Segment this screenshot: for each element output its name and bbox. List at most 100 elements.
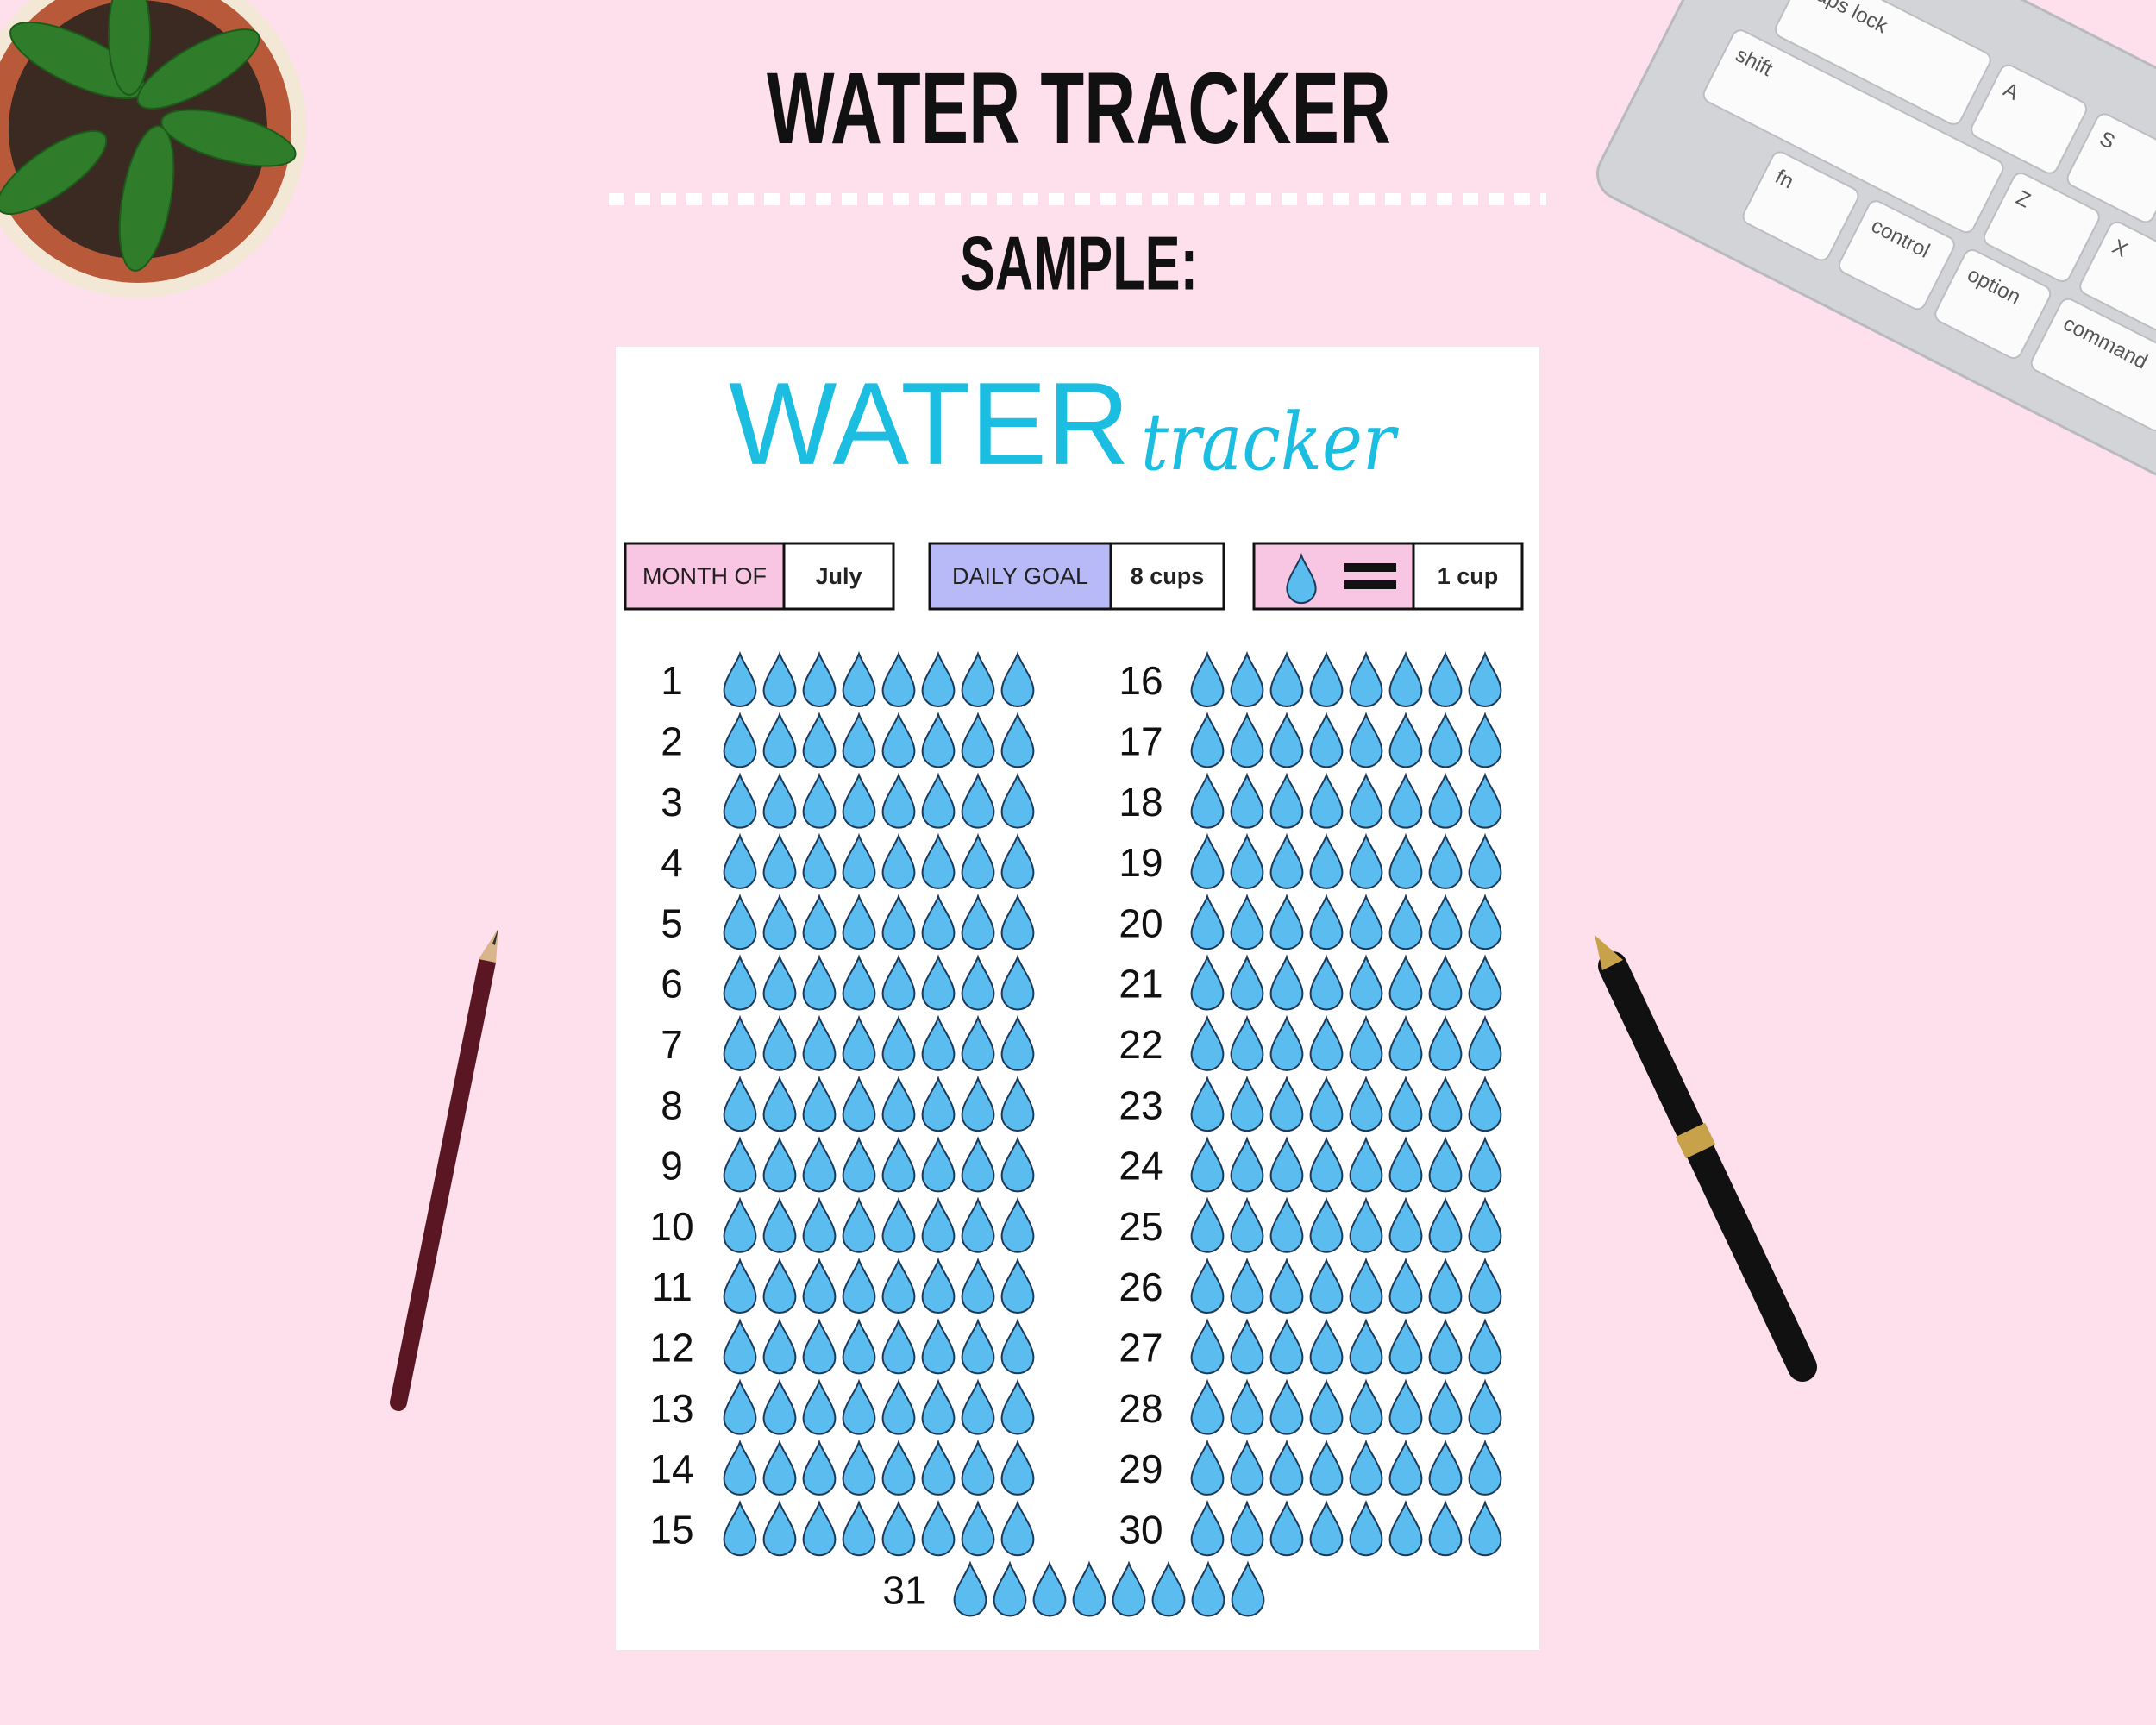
water-drop bbox=[961, 650, 995, 707]
water-drop bbox=[762, 1439, 797, 1496]
water-drop bbox=[961, 894, 995, 950]
water-drop bbox=[1309, 1318, 1344, 1375]
water-drop bbox=[802, 1318, 837, 1375]
water-drop bbox=[1230, 1500, 1264, 1557]
water-drop bbox=[1349, 1196, 1383, 1253]
water-drop bbox=[802, 1014, 837, 1071]
water-drop bbox=[1230, 1378, 1264, 1435]
water-drop bbox=[842, 650, 876, 707]
water-drop bbox=[1468, 650, 1502, 707]
water-drop bbox=[1428, 712, 1463, 768]
water-drop bbox=[723, 1318, 757, 1375]
water-drop bbox=[1000, 1014, 1035, 1071]
day-number: 26 bbox=[1119, 1264, 1163, 1309]
day-number: 15 bbox=[649, 1507, 693, 1552]
water-drop bbox=[1000, 1136, 1035, 1193]
water-drop bbox=[1269, 1257, 1304, 1314]
key bbox=[1702, 29, 2004, 234]
water-drop bbox=[1468, 1439, 1502, 1496]
water-drop bbox=[1000, 1075, 1035, 1132]
water-drop bbox=[842, 1136, 876, 1193]
pencil bbox=[390, 928, 498, 1411]
day-number: 18 bbox=[1119, 780, 1163, 825]
water-drop bbox=[1349, 712, 1383, 768]
water-drop bbox=[921, 1318, 956, 1375]
day-number: 17 bbox=[1119, 718, 1163, 763]
water-drop bbox=[881, 1136, 916, 1193]
day-row: 2 bbox=[661, 712, 1035, 768]
water-drop bbox=[881, 1257, 916, 1314]
key bbox=[1838, 200, 1955, 310]
water-drop bbox=[723, 712, 757, 768]
water-drop bbox=[1269, 832, 1304, 889]
water-drop bbox=[1269, 1014, 1304, 1071]
water-drop bbox=[1000, 894, 1035, 950]
day-row: 20 bbox=[1119, 894, 1502, 950]
water-drop bbox=[1388, 1014, 1423, 1071]
water-drop bbox=[1388, 1378, 1423, 1435]
water-drop bbox=[762, 1318, 797, 1375]
day-row: 6 bbox=[661, 954, 1035, 1011]
day-number: 27 bbox=[1119, 1325, 1163, 1370]
water-drop bbox=[1309, 1439, 1344, 1496]
water-drop bbox=[1349, 954, 1383, 1011]
water-drop bbox=[1349, 1257, 1383, 1314]
water-drop bbox=[1269, 650, 1304, 707]
water-drop bbox=[1349, 1014, 1383, 1071]
water-drop bbox=[1032, 1560, 1067, 1617]
water-drop bbox=[723, 650, 757, 707]
water-drop bbox=[1349, 1318, 1383, 1375]
water-drop bbox=[1230, 1014, 1264, 1071]
water-drop bbox=[1309, 832, 1344, 889]
water-drop bbox=[762, 1500, 797, 1557]
water-drop bbox=[881, 1014, 916, 1071]
water-drop bbox=[1190, 1378, 1225, 1435]
water-drop bbox=[1269, 1500, 1304, 1557]
field-value: 8 cups bbox=[1131, 563, 1205, 589]
water-drop bbox=[802, 894, 837, 950]
water-drop bbox=[1428, 1257, 1463, 1314]
equals-bar bbox=[1344, 580, 1396, 589]
water-drop bbox=[1388, 1257, 1423, 1314]
day-row: 21 bbox=[1119, 954, 1502, 1011]
water-drop bbox=[1388, 1196, 1423, 1253]
water-drop bbox=[762, 1196, 797, 1253]
water-drop bbox=[881, 1378, 916, 1435]
day-row: 30 bbox=[1119, 1500, 1502, 1557]
water-drop bbox=[842, 1075, 876, 1132]
water-drop bbox=[1388, 650, 1423, 707]
plant bbox=[0, 0, 306, 298]
water-drop bbox=[961, 1075, 995, 1132]
water-drop bbox=[1428, 650, 1463, 707]
water-drop bbox=[1230, 954, 1264, 1011]
water-drop bbox=[1269, 712, 1304, 768]
water-drop bbox=[1190, 650, 1225, 707]
water-drop bbox=[1190, 1500, 1225, 1557]
sheet-title: WATER bbox=[729, 358, 1130, 489]
water-drop bbox=[1269, 1439, 1304, 1496]
day-number: 29 bbox=[1119, 1446, 1163, 1491]
water-drop bbox=[1231, 1560, 1265, 1617]
water-drop bbox=[1468, 712, 1502, 768]
day-row: 13 bbox=[649, 1378, 1035, 1435]
water-drop bbox=[1428, 1014, 1463, 1071]
day-number: 2 bbox=[661, 718, 683, 763]
water-drop bbox=[881, 1439, 916, 1496]
field-value: July bbox=[815, 563, 862, 589]
water-drop bbox=[842, 1500, 876, 1557]
water-drop bbox=[961, 1500, 995, 1557]
day-row: 16 bbox=[1119, 650, 1502, 707]
water-drop bbox=[1388, 1439, 1423, 1496]
water-drop bbox=[842, 1196, 876, 1253]
water-drop bbox=[1190, 712, 1225, 768]
water-drop bbox=[762, 1378, 797, 1435]
water-drop bbox=[1468, 1378, 1502, 1435]
field-label: DAILY GOAL bbox=[952, 563, 1088, 589]
water-drop bbox=[802, 1257, 837, 1314]
day-number: 19 bbox=[1119, 840, 1163, 885]
water-drop bbox=[921, 1500, 956, 1557]
day-row: 9 bbox=[661, 1136, 1035, 1193]
water-drop bbox=[1000, 772, 1035, 829]
water-drop bbox=[921, 1014, 956, 1071]
water-drop bbox=[842, 1378, 876, 1435]
